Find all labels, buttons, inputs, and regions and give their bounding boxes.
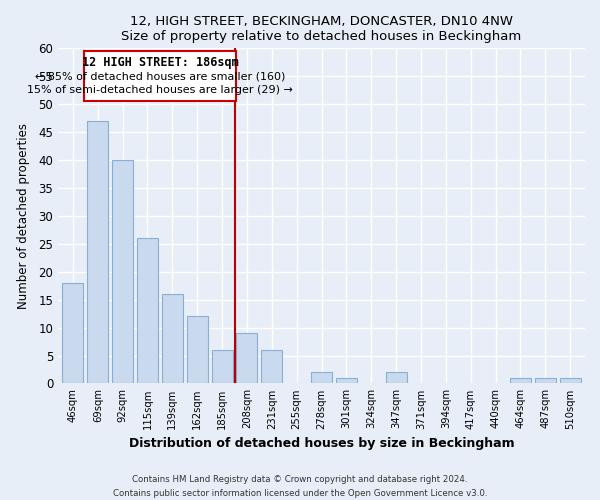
Bar <box>62 283 83 384</box>
Bar <box>162 294 183 384</box>
Text: Contains HM Land Registry data © Crown copyright and database right 2024.
Contai: Contains HM Land Registry data © Crown c… <box>113 476 487 498</box>
Text: 15% of semi-detached houses are larger (29) →: 15% of semi-detached houses are larger (… <box>27 86 293 96</box>
Bar <box>87 121 109 384</box>
X-axis label: Distribution of detached houses by size in Beckingham: Distribution of detached houses by size … <box>128 437 514 450</box>
Bar <box>187 316 208 384</box>
Bar <box>535 378 556 384</box>
Title: 12, HIGH STREET, BECKINGHAM, DONCASTER, DN10 4NW
Size of property relative to de: 12, HIGH STREET, BECKINGHAM, DONCASTER, … <box>121 15 521 43</box>
Bar <box>560 378 581 384</box>
Bar <box>311 372 332 384</box>
Bar <box>386 372 407 384</box>
Bar <box>112 160 133 384</box>
Bar <box>336 378 357 384</box>
Bar <box>212 350 233 384</box>
Bar <box>510 378 531 384</box>
Y-axis label: Number of detached properties: Number of detached properties <box>17 123 30 309</box>
FancyBboxPatch shape <box>84 51 236 102</box>
Text: 12 HIGH STREET: 186sqm: 12 HIGH STREET: 186sqm <box>82 56 238 68</box>
Bar <box>137 238 158 384</box>
Bar <box>236 333 257 384</box>
Text: ← 85% of detached houses are smaller (160): ← 85% of detached houses are smaller (16… <box>35 72 285 82</box>
Bar <box>261 350 283 384</box>
